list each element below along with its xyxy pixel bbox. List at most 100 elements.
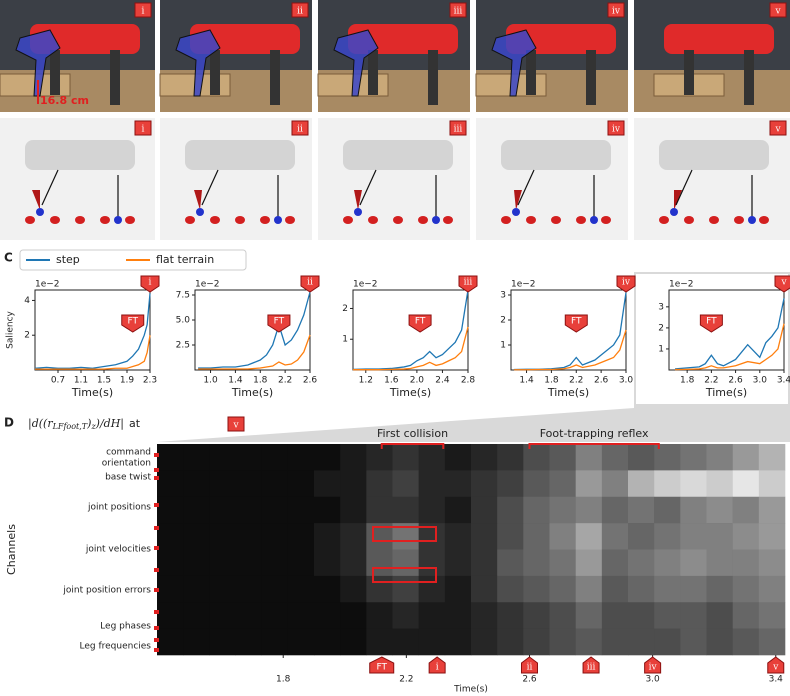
y-tick-label: 1 <box>658 344 664 354</box>
heatmap-cell <box>471 602 498 629</box>
heatmap-cell <box>366 444 393 471</box>
series-line <box>198 334 311 370</box>
heatmap-cell <box>628 496 655 524</box>
leg-overlay <box>15 29 61 97</box>
heatmap-cell <box>157 523 184 550</box>
badge-pointer <box>774 275 790 293</box>
badge-pointer <box>140 275 160 293</box>
series-line <box>198 291 311 369</box>
badge-box <box>291 120 309 136</box>
x-tick-label: 0.7 <box>51 376 65 386</box>
x-tick-label: 2.4 <box>435 376 450 386</box>
y-tick-label: 5.0 <box>176 316 191 326</box>
x-tick-label: 1.1 <box>74 376 88 386</box>
highlight-box <box>372 567 437 583</box>
y-tick-label: 1 <box>342 335 348 345</box>
heatmap-cell <box>183 628 210 656</box>
panel-letter: C <box>4 251 13 265</box>
heatmap-cell <box>392 602 419 629</box>
foot <box>512 208 520 216</box>
axes-frame <box>352 289 469 371</box>
contact-ellipse <box>235 216 245 224</box>
foot <box>354 208 362 216</box>
heatmap-cell <box>654 549 681 577</box>
heatmap-cell <box>497 602 524 629</box>
x-tick-label: 2.0 <box>410 376 425 386</box>
heatmap-cell <box>497 628 524 656</box>
robot-leg <box>50 50 60 95</box>
heatmap-cell <box>575 549 603 577</box>
highlight-box <box>372 526 437 542</box>
heatmap-cell <box>680 575 707 603</box>
heatmap-cell <box>209 470 236 498</box>
heatmap-cell <box>471 549 498 577</box>
heatmap-cell <box>418 628 446 656</box>
direction-arrow <box>201 169 219 206</box>
heatmap-cell <box>601 470 629 498</box>
y-tick-label: 3 <box>658 302 664 312</box>
y-tick-label: 7.5 <box>176 291 190 301</box>
heatmap-title: |d((rLFfoot,T)z)/dH| at <box>28 417 141 431</box>
heatmap-cell <box>444 549 472 577</box>
heatmap-cell <box>235 523 262 550</box>
heatmap-cell <box>601 602 629 629</box>
heatmap-cell <box>497 523 524 550</box>
heatmap-cell <box>732 628 760 656</box>
heatmap-cell <box>314 549 341 577</box>
chart-bg <box>320 274 468 404</box>
y-tick-label: 3 <box>500 291 506 301</box>
robot-ghost <box>185 140 295 170</box>
series-line <box>35 335 151 370</box>
title-part: )/dH| <box>95 417 124 431</box>
ft-callout <box>564 314 588 333</box>
x-tick-label: 1.8 <box>253 376 268 386</box>
heatmap-cell <box>235 628 262 656</box>
heatmap-cell <box>654 470 681 498</box>
heatmap-cell <box>444 444 472 471</box>
heatmap-cell <box>680 444 707 471</box>
heatmap-cell <box>261 523 289 550</box>
title-part: ) <box>86 417 91 430</box>
heatmap-cell <box>287 549 315 577</box>
contact-ellipse <box>285 216 295 224</box>
heatmap-cell <box>758 628 786 656</box>
chart-bg <box>2 274 153 404</box>
heatmap-cell <box>680 523 707 550</box>
heatmap-cell <box>654 523 681 550</box>
robot-ghost <box>343 140 453 170</box>
heatmap-cell <box>575 470 603 498</box>
event-marker <box>644 656 662 674</box>
contact-ellipse <box>368 216 378 224</box>
heatmap-cell <box>497 470 524 498</box>
heatmap-cell <box>471 628 498 656</box>
heatmap-cell <box>209 575 236 603</box>
heatmap-cell <box>628 523 655 550</box>
x-tick-label: 2.6 <box>303 376 318 386</box>
channel-group-tick <box>154 626 159 630</box>
title-part: LFfoot,T <box>52 422 88 431</box>
contact-ellipse <box>601 216 611 224</box>
badge-label: v <box>232 421 239 431</box>
event-label: i <box>436 663 439 673</box>
heatmap-cell <box>183 523 210 550</box>
heatmap-cell <box>549 602 576 629</box>
x-tick-label: 1.9 <box>120 376 135 386</box>
x-tick-label: 2.6 <box>728 376 743 386</box>
x-tick-label: 3.4 <box>769 675 784 685</box>
heatmap-cell <box>628 470 655 498</box>
contact-ellipse <box>343 216 353 224</box>
heatmap-cell <box>471 470 498 498</box>
heatmap-cell <box>497 549 524 577</box>
range-label: Foot-trapping reflex <box>540 427 649 440</box>
measurement: 16.8 cm <box>40 94 89 107</box>
heatmap-cell <box>706 470 733 498</box>
robot-leg <box>744 50 754 105</box>
heatmap-cell <box>523 470 550 498</box>
badge-label: iv <box>622 278 631 288</box>
channel-group-tick <box>154 648 159 652</box>
heatmap-cell <box>392 628 419 656</box>
heatmap-cell <box>157 575 184 603</box>
ft-label: FT <box>571 317 582 327</box>
ft-callout <box>699 314 723 333</box>
